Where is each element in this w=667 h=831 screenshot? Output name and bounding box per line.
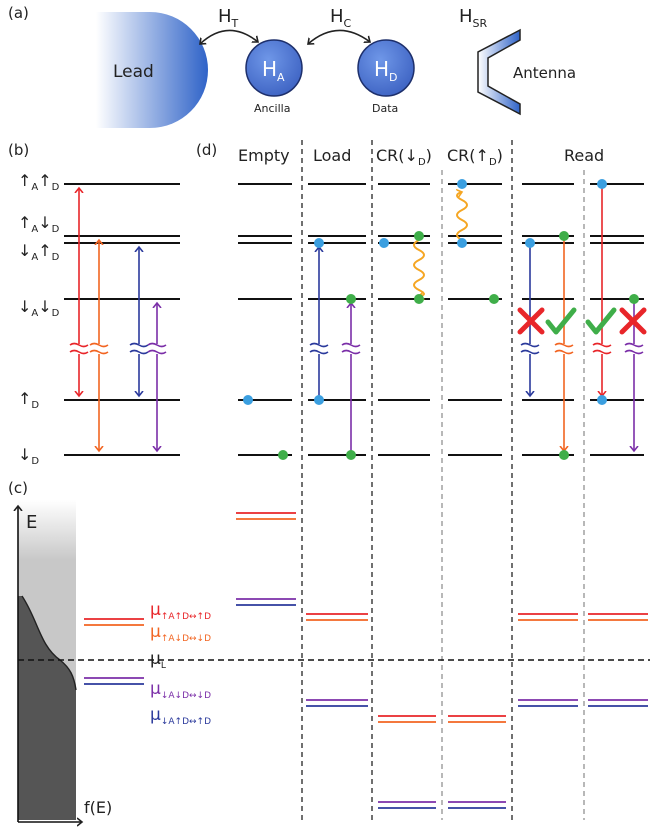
dot-load-1 <box>314 238 324 248</box>
dot-read-5 <box>597 395 607 405</box>
column-cr-down-label: CR(↓D) <box>376 146 432 168</box>
column-load-label: Load <box>313 146 351 165</box>
antenna-label: Antenna <box>513 64 576 82</box>
column-separators-grey <box>441 170 585 820</box>
dot-empty-up <box>243 395 253 405</box>
dot-load-4 <box>346 450 356 460</box>
state-label-downD: ↓D <box>18 445 39 467</box>
b-break-red <box>69 342 89 355</box>
state-label-upA-upD: ↑A↑D <box>18 171 60 193</box>
cross-icon <box>619 307 647 335</box>
hc-coupling-arrow <box>308 29 370 44</box>
d-energy-levels <box>238 183 644 456</box>
ht-label: HT <box>218 6 239 30</box>
b-energy-levels <box>64 183 180 456</box>
lead-label: Lead <box>113 62 154 82</box>
state-label-upD: ↑D <box>18 389 39 411</box>
b-break-orange <box>89 342 109 355</box>
panel-b-label: (b) <box>8 141 29 159</box>
dot-read-1 <box>525 238 535 248</box>
mu-label-1: μ↑A↑D↔↑D <box>150 600 211 622</box>
dot-crdown-2 <box>414 231 424 241</box>
read-marks <box>517 307 647 335</box>
b-break-purple <box>147 342 167 355</box>
dot-read-2 <box>559 231 569 241</box>
state-label-downA-upD: ↓A↑D <box>18 241 60 263</box>
b-transitions <box>69 188 167 451</box>
dot-read-3 <box>559 450 569 460</box>
dot-read-4 <box>597 179 607 189</box>
d-mu-lines <box>236 512 648 809</box>
panel-a-label: (a) <box>8 4 29 22</box>
mu-label-4: μ↓A↑D↔↑D <box>150 705 211 727</box>
dot-empty-down <box>278 450 288 460</box>
column-read-label: Read <box>564 146 604 165</box>
mu-label-3: μ↓A↓D↔↓D <box>150 679 211 701</box>
e-axis-label: E <box>26 512 37 533</box>
state-label-upA-downD: ↑A↓D <box>18 213 60 235</box>
ancilla-label: Ancilla <box>254 102 290 115</box>
check-icon <box>585 307 617 335</box>
ha-label: HA <box>262 57 285 84</box>
panel-c-label: (c) <box>8 479 28 497</box>
f-axis-label: f(E) <box>84 798 112 817</box>
c-mu-lines <box>84 618 144 685</box>
b-break-blue <box>129 342 149 355</box>
mu-label-2: μ↑A↓D↔↓D <box>150 622 211 644</box>
panel-d-label: (d) <box>196 141 217 159</box>
antenna-shape <box>477 28 521 116</box>
cross-icon <box>517 307 545 335</box>
read-transitions <box>520 188 644 451</box>
data-label: Data <box>372 102 398 115</box>
load-transitions <box>309 247 361 451</box>
dot-crup-2 <box>457 238 467 248</box>
cr-down-wavy-arrow <box>413 239 425 296</box>
dot-load-2 <box>314 395 324 405</box>
dot-read-6 <box>629 294 639 304</box>
fermi-occupied <box>18 596 76 820</box>
dot-crdown-1 <box>379 238 389 248</box>
cr-up-wavy-arrow <box>457 192 468 241</box>
data-dot <box>357 39 415 97</box>
column-cr-up-label: CR(↑D) <box>447 146 503 168</box>
ancilla-dot <box>245 39 303 97</box>
hc-label: HC <box>330 6 352 30</box>
state-labels: ↑A↑D ↑A↓D ↓A↑D ↓A↓D ↑D ↓D <box>18 171 60 467</box>
hd-label: HD <box>374 57 398 84</box>
check-icon <box>545 307 577 335</box>
column-empty-label: Empty <box>238 146 290 165</box>
state-label-downA-downD: ↓A↓D <box>18 297 60 319</box>
ht-coupling-arrow <box>200 29 258 44</box>
electron-dots <box>243 179 639 460</box>
hsr-label: HSR <box>459 6 488 30</box>
mu-label-l: μL <box>150 649 166 671</box>
dot-load-3 <box>346 294 356 304</box>
dot-crdown-3 <box>414 294 424 304</box>
dot-crup-1 <box>457 179 467 189</box>
lead-shape <box>96 12 208 128</box>
dot-crup-3 <box>489 294 499 304</box>
fermi-fade <box>18 500 76 560</box>
